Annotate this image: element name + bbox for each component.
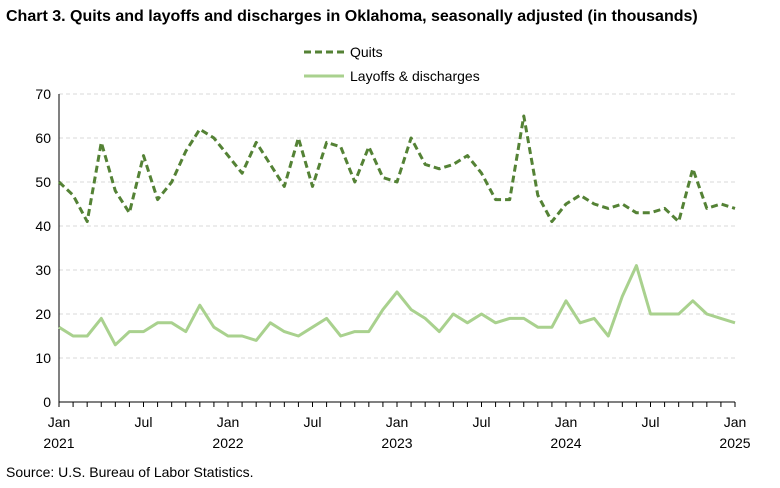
- x-tick-label: Jan: [386, 414, 409, 430]
- x-tick-label: Jul: [135, 414, 153, 430]
- y-tick-label: 60: [35, 130, 51, 146]
- axes: 0 10 20 30 40 50 60 70 Jan 2021 Jul Jan 2022 Jul Jan 20…: [35, 86, 750, 451]
- x-tick-year-label: 2021: [43, 435, 74, 451]
- y-tick-label: 10: [35, 350, 51, 366]
- chart-title: Chart 3. Quits and layoffs and discharge…: [6, 8, 698, 25]
- chart-source: Source: U.S. Bureau of Labor Statistics.: [6, 464, 254, 480]
- x-tick-year-label: 2025: [719, 435, 750, 451]
- series-line-quits: [57, 114, 736, 224]
- y-tick-label: 40: [35, 218, 51, 234]
- legend: Quits Layoffs & discharges: [304, 44, 480, 84]
- x-tick-label: Jan: [48, 414, 71, 430]
- x-tick-label: Jan: [555, 414, 578, 430]
- x-tick-year-label: 2022: [212, 435, 243, 451]
- legend-entry-layoffs-discharges: Layoffs & discharges: [350, 68, 480, 84]
- x-tick-label: Jan: [724, 414, 747, 430]
- gridlines: [59, 93, 735, 359]
- legend-entry-quits: Quits: [350, 44, 383, 60]
- x-tick-year-label: 2023: [381, 435, 412, 451]
- y-tick-label: 30: [35, 262, 51, 278]
- series: [57, 114, 736, 347]
- x-tick-label: Jul: [304, 414, 322, 430]
- y-tick-label: 70: [35, 86, 51, 102]
- x-tick-year-label: 2024: [550, 435, 581, 451]
- x-tick-label: Jan: [217, 414, 240, 430]
- y-tick-label: 20: [35, 306, 51, 322]
- series-line-layoffs-discharges: [58, 264, 736, 347]
- y-tick-label: 0: [43, 394, 51, 410]
- x-tick-label: Jul: [473, 414, 491, 430]
- line-chart: 0 10 20 30 40 50 60 70 Jan 2021 Jul Jan 2022 Jul Jan 20…: [35, 44, 750, 451]
- y-tick-label: 50: [35, 174, 51, 190]
- x-tick-label: Jul: [642, 414, 660, 430]
